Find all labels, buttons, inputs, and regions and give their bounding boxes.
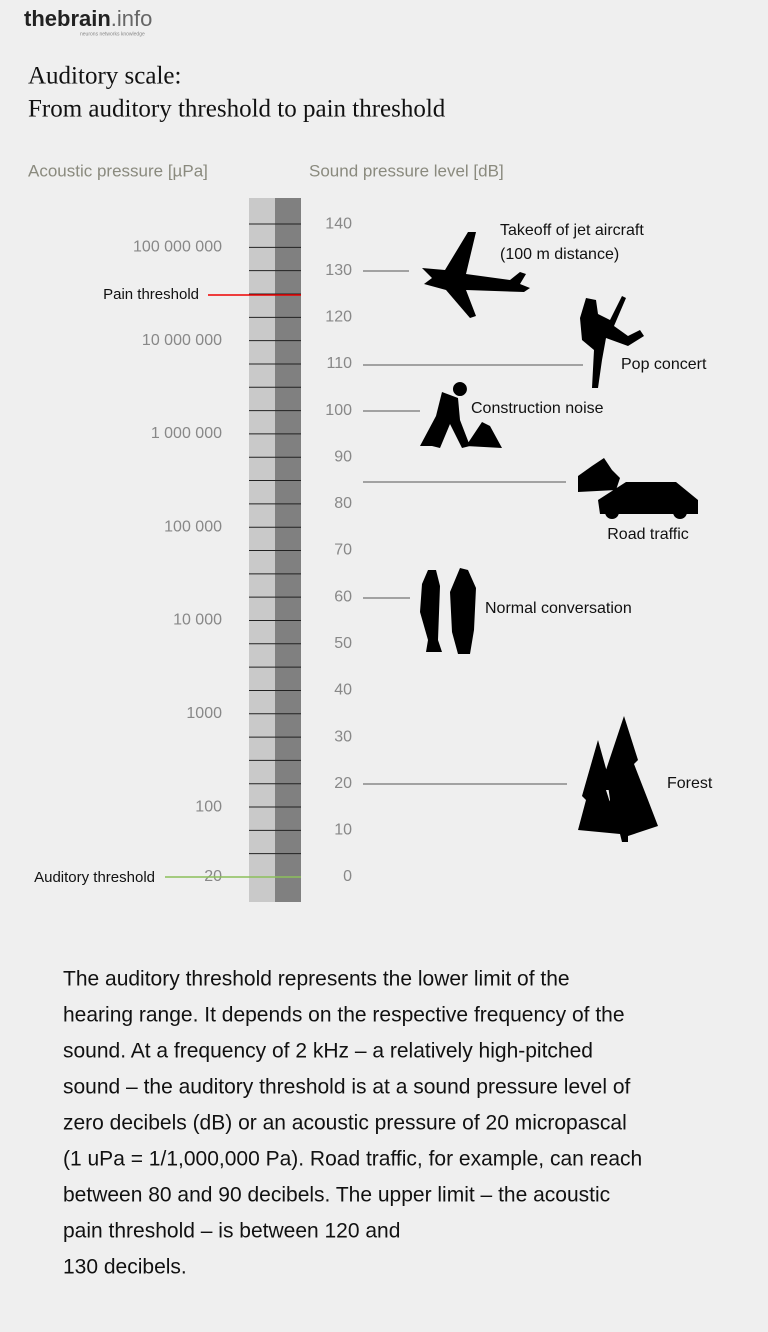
- db-label: 70: [334, 542, 352, 559]
- event-label: Normal conversation: [485, 600, 632, 617]
- worker-icon: [420, 382, 502, 448]
- paragraph-line: 130 decibels.: [63, 1256, 187, 1279]
- db-label: 90: [334, 448, 352, 465]
- db-label: 20: [334, 775, 352, 792]
- db-label: 110: [326, 355, 352, 372]
- db-label: 30: [334, 728, 352, 745]
- logo-name: thebrain: [24, 6, 111, 31]
- logo-tagline: neurons networks knowledge: [80, 31, 145, 37]
- pressure-label: 1000: [186, 705, 222, 722]
- logo: thebrain.info: [24, 6, 152, 31]
- paragraph-line: pain threshold – is between 120 and: [63, 1220, 400, 1243]
- pressure-label: 10 000 000: [142, 332, 222, 349]
- icons: [420, 232, 698, 842]
- db-label: 40: [334, 682, 352, 699]
- paragraph-line: The auditory threshold represents the lo…: [63, 968, 570, 991]
- scale-bar-light: [249, 198, 275, 902]
- db-label: 60: [334, 588, 352, 605]
- paragraph-line: sound. At a frequency of 2 kHz – a relat…: [63, 1040, 593, 1063]
- paragraph-line: (1 uPa = 1/1,000,000 Pa). Road traffic, …: [63, 1148, 642, 1171]
- pain-label: Pain threshold: [103, 286, 199, 303]
- event-label: Construction noise: [471, 400, 604, 417]
- event-label: Takeoff of jet aircraft: [500, 222, 644, 239]
- paragraph-line: zero decibels (dB) or an acoustic pressu…: [63, 1112, 627, 1135]
- paragraph-line: hearing range. It depends on the respect…: [63, 1004, 625, 1027]
- event-label: Road traffic: [607, 526, 689, 543]
- event-label: Forest: [667, 775, 713, 792]
- db-label: 0: [343, 868, 352, 885]
- event-label: Pop concert: [621, 356, 707, 373]
- auditory-label: Auditory threshold: [34, 869, 155, 886]
- db-label: 100: [325, 402, 352, 419]
- pressure-label: 1 000 000: [151, 425, 222, 442]
- db-label: 10: [334, 822, 352, 839]
- guitarist-icon: [580, 296, 644, 388]
- pressure-label: 100 000 000: [133, 239, 222, 256]
- scale-bar-dark: [275, 198, 301, 902]
- pressure-label: 100 000: [164, 518, 222, 535]
- db-label: 50: [334, 635, 352, 652]
- db-label: 130: [325, 262, 352, 279]
- people-icon: [420, 568, 476, 654]
- right-header: Sound pressure level [dB]: [309, 161, 504, 180]
- paragraph-line: sound – the auditory threshold is at a s…: [63, 1076, 631, 1099]
- pressure-label: 10 000: [173, 612, 222, 629]
- db-label: 140: [325, 215, 352, 232]
- plane-icon: [422, 232, 530, 318]
- paragraph-line: between 80 and 90 decibels. The upper li…: [63, 1184, 610, 1207]
- tree-icon: [578, 716, 658, 842]
- title-line: Auditory scale:: [28, 63, 181, 90]
- logo-suffix: .info: [111, 6, 153, 31]
- db-label: 120: [325, 309, 352, 326]
- event-label: (100 m distance): [500, 246, 619, 263]
- db-label: 80: [334, 495, 352, 512]
- title-line: From auditory threshold to pain threshol…: [28, 96, 446, 123]
- pressure-label: 100: [195, 798, 222, 815]
- traffic-icon: [578, 458, 698, 514]
- left-header: Acoustic pressure [µPa]: [28, 161, 208, 180]
- wheel: [673, 505, 687, 519]
- wheel: [605, 505, 619, 519]
